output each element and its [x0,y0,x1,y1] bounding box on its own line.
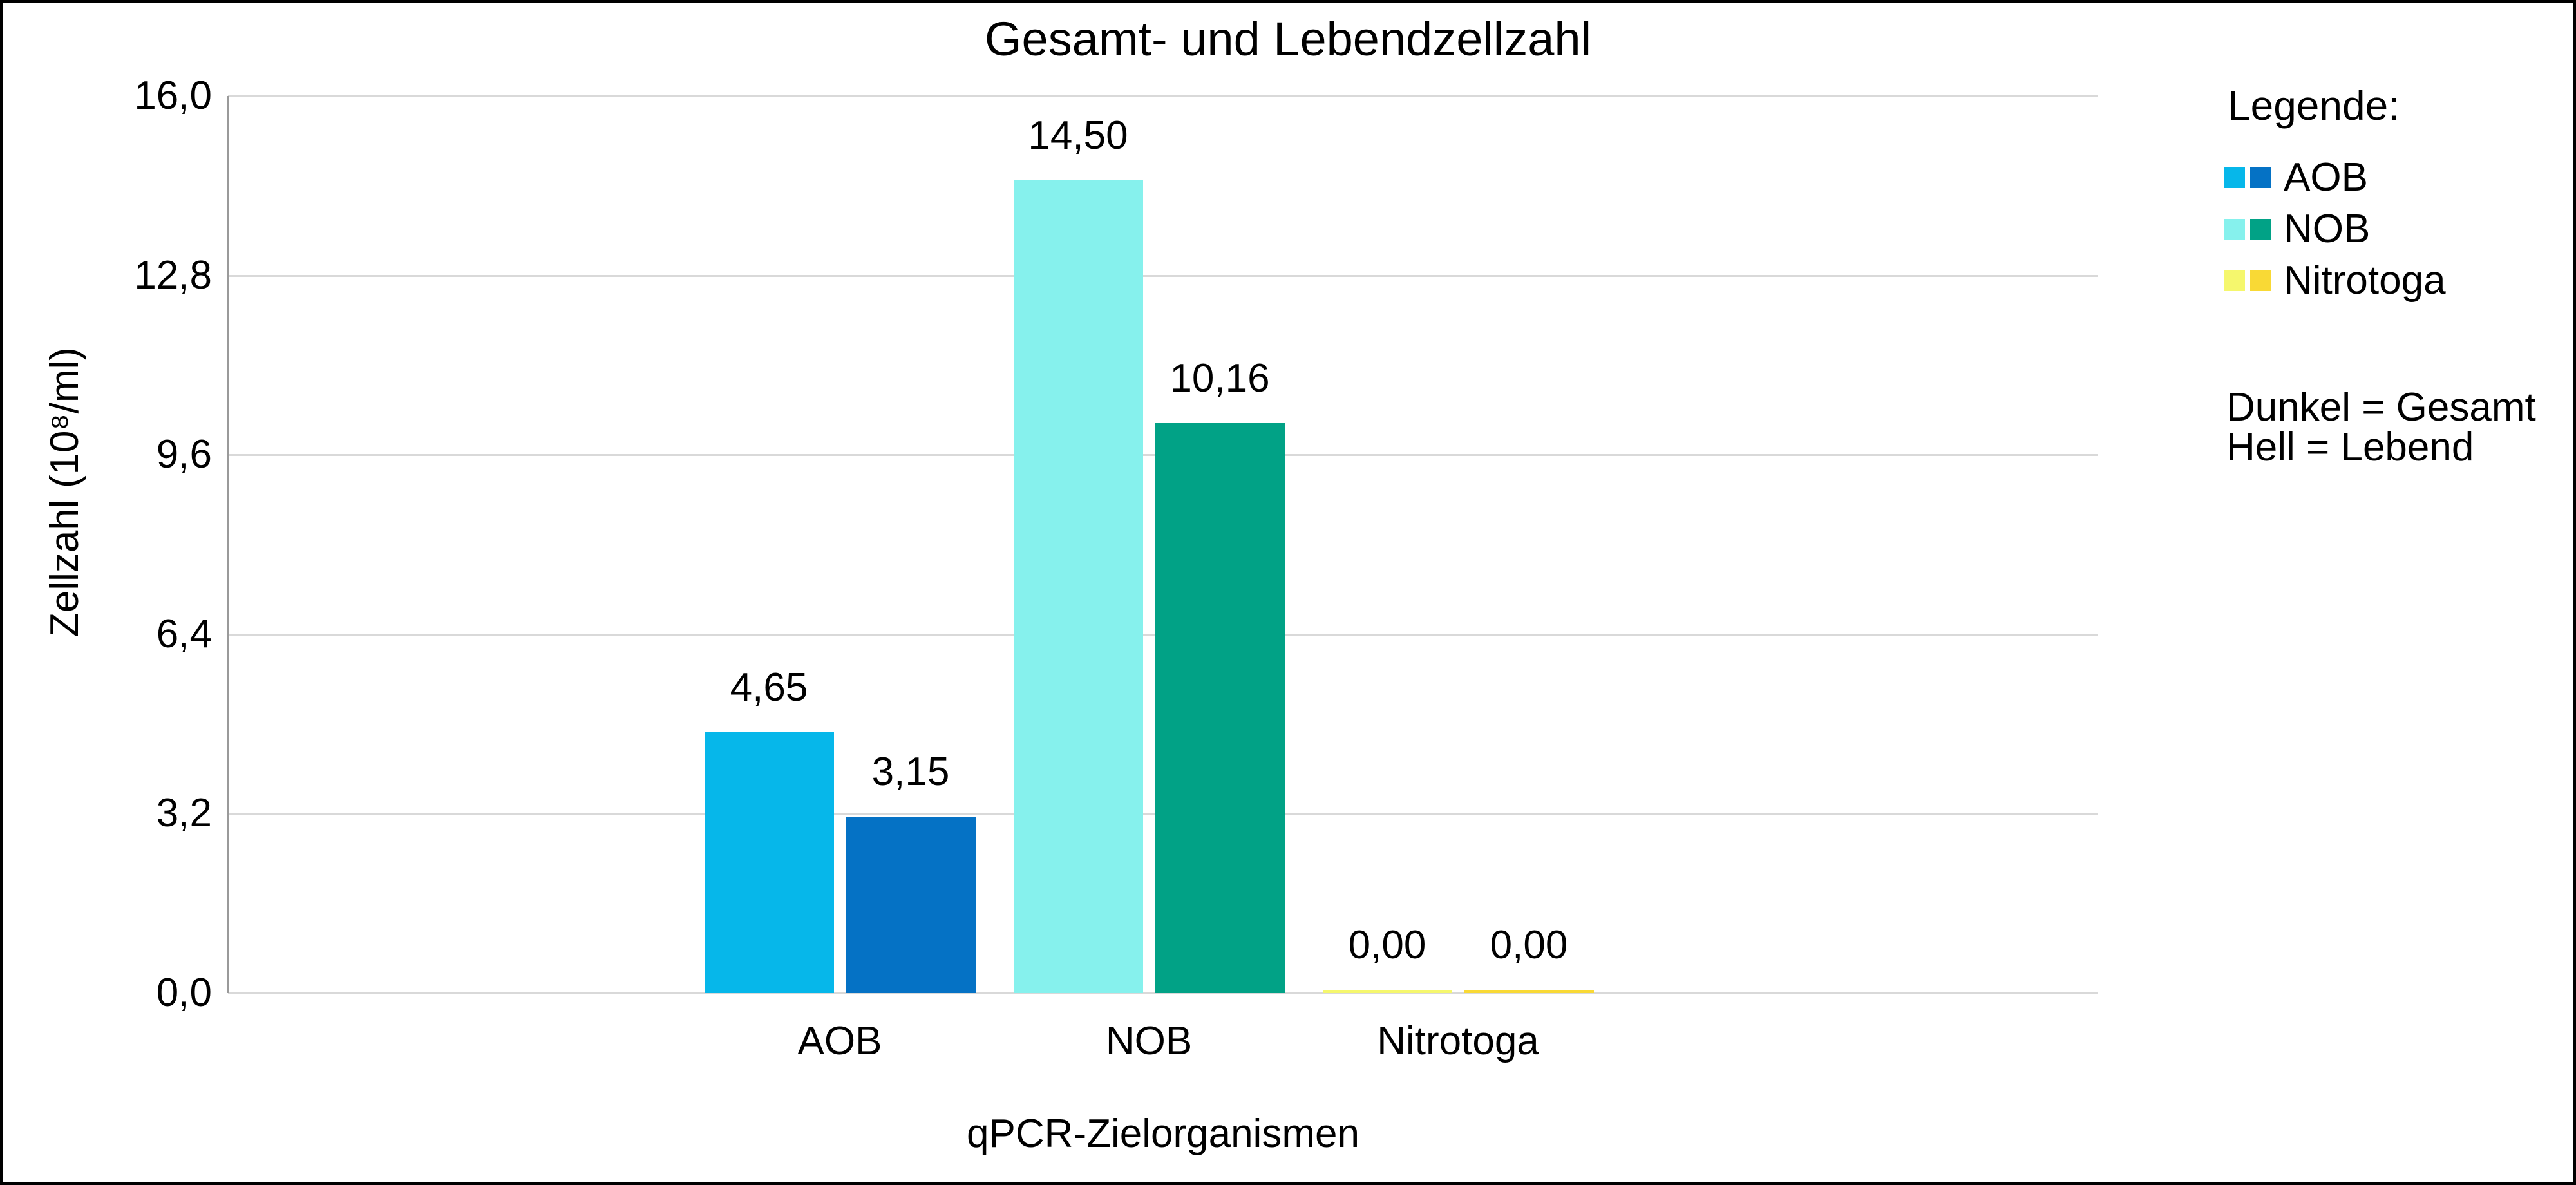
y-tick-label: 12,8 [134,252,212,298]
bar-nob-hell [1013,180,1143,993]
y-tick-label: 0,0 [156,971,212,1015]
y-tick-label: 6,4 [156,611,212,656]
gridline [228,95,2098,97]
legend-entry-label: NOB [2284,207,2371,251]
y-tick-label: 16,0 [134,73,212,118]
legend-entry-nob: NOB [2224,204,2573,255]
x-tick-label-nitrotoga: Nitrotoga [1377,1019,1539,1063]
bar-value-label: 0,00 [1348,923,1426,967]
bar-value-label: 3,15 [871,749,950,794]
legend-entry-nitrotoga: Nitrotoga [2224,255,2573,307]
chart-title: Gesamt- und Lebendzellzahl [984,12,1592,66]
bar-aob-hell [704,732,834,993]
bar-value-label: 10,16 [1170,356,1270,401]
legend-swatch-hell [2224,167,2245,188]
x-axis-title: qPCR-Zielorganismen [967,1112,1359,1156]
bar-value-label: 4,65 [730,665,808,710]
legend-entry-aob: AOB [2224,152,2573,204]
bar-aob-dunkel [846,816,976,993]
legend-swatch-dunkel [2250,167,2271,188]
gridline [228,274,2098,277]
legend-swatch-dunkel [2250,270,2271,291]
legend-heading: Legende: [2228,82,2400,129]
legend-note-dunkel: Dunkel = Gesamt [2226,385,2536,430]
bar-nitrotoga-dunkel [1464,990,1594,993]
bar-nitrotoga-hell [1322,990,1452,993]
legend-swatch-hell [2224,270,2245,291]
y-tick-label: 3,2 [156,791,212,836]
legend-entry-label: AOB [2284,155,2368,200]
bar-value-label: 14,50 [1028,113,1128,158]
y-axis-line [227,96,229,993]
legend-notes: Dunkel = Gesamt Hell = Lebend [2226,388,2536,468]
y-axis-title: Zellzahl (10⁸/ml) [43,347,87,637]
bar-nob-dunkel [1155,423,1285,993]
legend: Legende: AOB NOB Nitrotoga [2224,82,2573,307]
gridline [228,992,2098,994]
y-tick-label: 9,6 [156,432,212,477]
legend-swatch-dunkel [2250,219,2271,240]
legend-swatch-hell [2224,219,2245,240]
plot-area: 4,65 3,15 14,50 10,16 0,00 0,00 [227,95,2098,994]
x-tick-label-nob: NOB [1105,1019,1193,1063]
legend-entries: AOB NOB Nitrotoga [2224,152,2573,307]
bar-value-label: 0,00 [1490,923,1568,967]
x-tick-label-aob: AOB [797,1019,882,1063]
legend-entry-label: Nitrotoga [2284,258,2446,303]
legend-note-hell: Hell = Lebend [2226,425,2474,469]
